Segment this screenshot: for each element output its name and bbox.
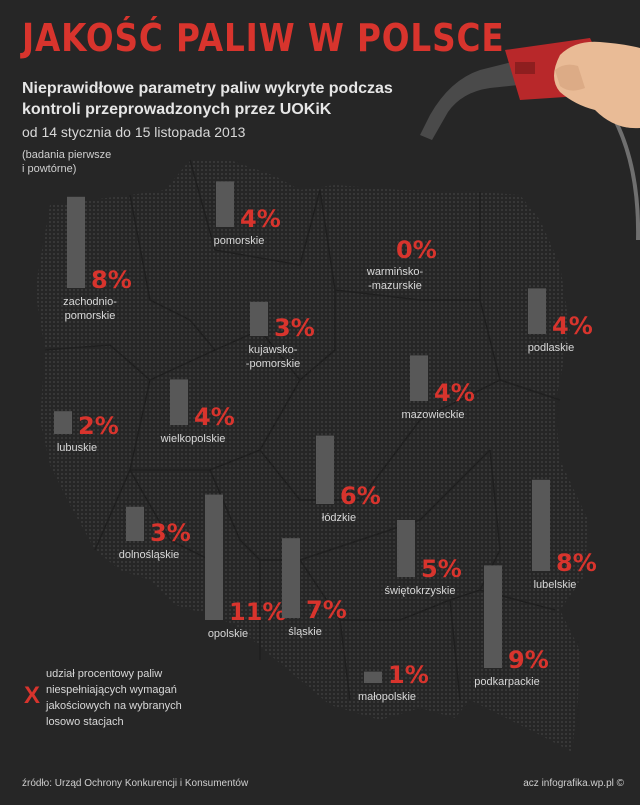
region-label-lubelskie: lubelskie: [534, 579, 577, 591]
region-label-opolskie: opolskie: [208, 628, 248, 640]
nozzle-spout: [420, 60, 528, 140]
source-text: źródło: Urząd Ochrony Konkurencji i Kons…: [22, 778, 249, 789]
subtitle: Nieprawidłowe parametry paliw wykryte po…: [22, 80, 393, 118]
value-label-wielkopolskie: 4%: [194, 403, 235, 431]
region-label-mazowieckie: mazowieckie: [402, 409, 465, 421]
value-label-dolnoslaskie: 3%: [150, 519, 191, 547]
region-label-swietokrzyskie: świętokrzyskie: [385, 585, 456, 597]
value-label-warminsko-mazurskie: 0%: [396, 236, 437, 264]
value-label-pomorskie: 4%: [240, 205, 281, 233]
bar-lubuskie: [54, 411, 72, 434]
credit-text: acz infografika.wp.pl ©: [523, 778, 624, 789]
region-label-malopolskie: małopolskie: [358, 691, 416, 703]
hand-finger: [555, 64, 585, 91]
region-label-pomorskie: pomorskie: [214, 235, 265, 247]
bars-layer: 4% pomorskie 0% warmińsko- -mazurskie 8% zacho…: [54, 181, 597, 703]
bar-kujawsko-pomorskie: [250, 301, 268, 336]
region-label-podlaskie: podlaskie: [528, 342, 574, 354]
date-range: od 14 stycznia do 15 listopada 2013: [22, 124, 246, 140]
bar-lodzkie: [316, 435, 334, 504]
value-label-zachodniopomorskie: 8%: [91, 266, 132, 294]
region-label-warminsko-mazurskie: -mazurskie: [368, 280, 422, 292]
value-label-podlaskie: 4%: [552, 312, 593, 340]
bar-zachodniopomorskie: [67, 196, 85, 288]
value-label-slaskie: 7%: [306, 596, 347, 624]
value-label-swietokrzyskie: 5%: [421, 555, 462, 583]
bar-slaskie: [282, 538, 300, 618]
value-label-lodzkie: 6%: [340, 482, 381, 510]
region-label-zachodniopomorskie: pomorskie: [65, 310, 116, 322]
region-label-lubuskie: lubuskie: [57, 442, 97, 454]
region-label-wielkopolskie: wielkopolskie: [160, 433, 226, 445]
bar-dolnoslaskie: [126, 506, 144, 541]
poland-outline: [35, 160, 588, 752]
region-label-zachodniopomorskie: zachodnio-: [63, 296, 117, 308]
value-label-mazowieckie: 4%: [434, 379, 475, 407]
bar-pomorskie: [216, 181, 234, 227]
bar-malopolskie: [364, 671, 382, 683]
value-label-podkarpackie: 9%: [508, 646, 549, 674]
region-label-lodzkie: łódzkie: [322, 512, 356, 524]
hand: [554, 41, 640, 129]
note: (badania pierwsze i powtórne): [22, 149, 112, 175]
region-label-slaskie: śląskie: [288, 626, 322, 638]
legend-symbol: X: [24, 682, 41, 709]
value-label-malopolskie: 1%: [388, 661, 429, 689]
region-label-kujawsko-pomorskie: -pomorskie: [246, 358, 300, 370]
bar-lubelskie: [532, 479, 550, 571]
region-label-kujawsko-pomorskie: kujawsko-: [249, 344, 298, 356]
legend-text: udział procentowy paliw niespełniających…: [46, 668, 182, 728]
region-label-warminsko-mazurskie: warmińsko-: [366, 266, 424, 278]
page-title: JAKOŚĆ PALIW W POLSCE: [22, 16, 505, 60]
bar-opolskie: [205, 494, 223, 620]
value-label-lubuskie: 2%: [78, 412, 119, 440]
nozzle-trigger: [515, 62, 535, 74]
bar-mazowieckie: [410, 355, 428, 401]
region-label-dolnoslaskie: dolnośląskie: [119, 549, 180, 561]
bar-podlaskie: [528, 288, 546, 334]
bar-podkarpackie: [484, 565, 502, 668]
bar-swietokrzyskie: [397, 520, 415, 577]
region-label-podkarpackie: podkarpackie: [474, 676, 539, 688]
value-label-kujawsko-pomorskie: 3%: [274, 314, 315, 342]
fuel-nozzle-illustration: [420, 38, 640, 241]
bar-wielkopolskie: [170, 379, 188, 425]
value-label-opolskie: 11%: [229, 598, 286, 626]
value-label-lubelskie: 8%: [556, 549, 597, 577]
